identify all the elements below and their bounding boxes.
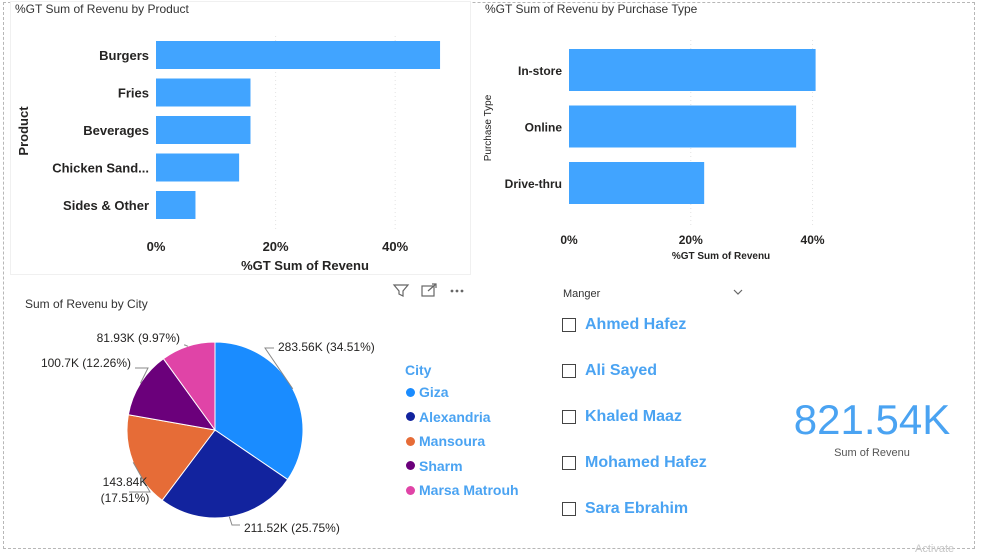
slicer-item-label: Sara Ebrahim: [585, 500, 689, 517]
legend-title: City: [405, 362, 432, 378]
legend-item[interactable]: Marsa Matrouh: [406, 482, 519, 498]
report-canvas: [3, 2, 975, 549]
bar[interactable]: [156, 116, 251, 144]
legend-item[interactable]: Alexandria: [406, 409, 491, 425]
category-label: Burgers: [99, 48, 149, 63]
chevron-down-icon[interactable]: [732, 286, 744, 298]
slicer-item-ahmed-hafez[interactable]: Ahmed Hafez: [562, 315, 686, 335]
city-chart-title: Sum of Revenu by City: [25, 297, 148, 311]
legend-label: Mansoura: [419, 433, 486, 449]
slicer-item-label: Mohamed Hafez: [585, 454, 707, 471]
checkbox[interactable]: [562, 364, 576, 378]
more-options-icon[interactable]: [450, 289, 464, 293]
legend-marker: [406, 412, 415, 421]
city-pie-chart[interactable]: 283.56K (34.51%) 211.52K (25.75%) 143.84K (…: [0, 310, 400, 550]
x-axis-title: %GT Sum of Revenu: [241, 258, 369, 273]
category-label: Drive-thru: [505, 177, 562, 191]
legend-marker: [406, 387, 415, 397]
purchase-type-bar-chart[interactable]: 0% 20% 40% In-store Online Drive-thru %GT Sum …: [475, 0, 865, 275]
x-tick-label: 40%: [382, 239, 408, 254]
x-tick-label: 0%: [147, 239, 166, 254]
legend-item[interactable]: Sharm: [406, 458, 463, 474]
data-label: 283.56K (34.51%): [278, 340, 375, 354]
slicer-item-mohamed-hafez[interactable]: Mohamed Hafez: [562, 453, 707, 473]
visual-header-icons: [392, 282, 472, 298]
x-tick-label: 20%: [679, 233, 703, 247]
data-label: 143.84K: [103, 475, 148, 489]
legend-marker: [406, 461, 415, 470]
leader-line: [264, 347, 294, 390]
checkbox[interactable]: [562, 456, 576, 470]
product-chart-title: %GT Sum of Revenu by Product: [15, 2, 189, 16]
checkbox[interactable]: [562, 318, 576, 332]
pie-slice[interactable]: [161, 429, 289, 519]
category-label: Chicken Sand...: [52, 161, 149, 176]
leader-line: [129, 462, 151, 493]
bar[interactable]: [156, 153, 240, 182]
bar[interactable]: [156, 191, 196, 219]
y-axis-title: Product: [16, 106, 31, 156]
focus-mode-icon[interactable]: [421, 283, 437, 297]
product-bar-chart[interactable]: 0% 20% 40% Burgers Fries Beverages Chicken San…: [0, 0, 470, 280]
legend-marker: [406, 436, 415, 446]
kpi-value: 821.54K: [793, 396, 951, 443]
filter-icon[interactable]: [392, 284, 410, 297]
category-label: Beverages: [83, 123, 149, 138]
checkbox[interactable]: [562, 502, 576, 516]
data-label: 81.93K (9.97%): [97, 331, 180, 345]
slicer-item-ali-sayed[interactable]: Ali Sayed: [562, 361, 657, 381]
bar[interactable]: [156, 78, 251, 107]
legend-item[interactable]: Giza: [406, 384, 449, 400]
x-tick-label: 20%: [263, 239, 289, 254]
legend-label: Giza: [419, 384, 449, 400]
category-label: Fries: [118, 86, 149, 101]
category-label: Sides & Other: [63, 198, 149, 213]
checkbox[interactable]: [562, 410, 576, 424]
slicer-title: Manger: [563, 288, 601, 300]
leader-line: [228, 516, 240, 526]
legend-marker: [406, 485, 415, 495]
leader-line: [135, 367, 149, 384]
y-axis-title: Purchase Type: [483, 94, 494, 161]
category-label: Online: [525, 121, 563, 135]
pie-slice[interactable]: [127, 358, 217, 431]
slicer-item-label: Ali Sayed: [585, 362, 658, 379]
bar[interactable]: [569, 162, 705, 204]
purchase-chart-title: %GT Sum of Revenu by Purchase Type: [485, 2, 698, 16]
slicer-item-label: Khaled Maaz: [585, 408, 682, 425]
legend-label: Alexandria: [419, 408, 491, 425]
activation-watermark: Activate: [915, 543, 955, 555]
slicer-item-khaled-maaz[interactable]: Khaled Maaz: [562, 407, 682, 427]
legend-label: Sharm: [419, 457, 463, 474]
slicer-item-sara-ebrahim[interactable]: Sara Ebrahim: [562, 499, 688, 519]
x-tick-label: 0%: [560, 233, 578, 247]
data-label: 211.52K (25.75%): [244, 521, 340, 535]
bar[interactable]: [569, 49, 816, 91]
x-axis-title: %GT Sum of Revenu: [672, 251, 770, 262]
bar[interactable]: [569, 105, 797, 148]
slicer-item-label: Ahmed Hafez: [585, 316, 687, 333]
legend-item[interactable]: Mansoura: [406, 433, 485, 449]
data-label: (17.51%): [101, 491, 150, 505]
kpi-label: Sum of Revenu: [834, 447, 910, 459]
category-label: In-store: [518, 64, 562, 78]
x-tick-label: 40%: [801, 233, 825, 247]
legend-label: Marsa Matrouh: [419, 482, 519, 498]
leader-line: [184, 344, 189, 347]
data-label: 100.7K (12.26%): [41, 356, 131, 370]
bar[interactable]: [156, 41, 441, 69]
